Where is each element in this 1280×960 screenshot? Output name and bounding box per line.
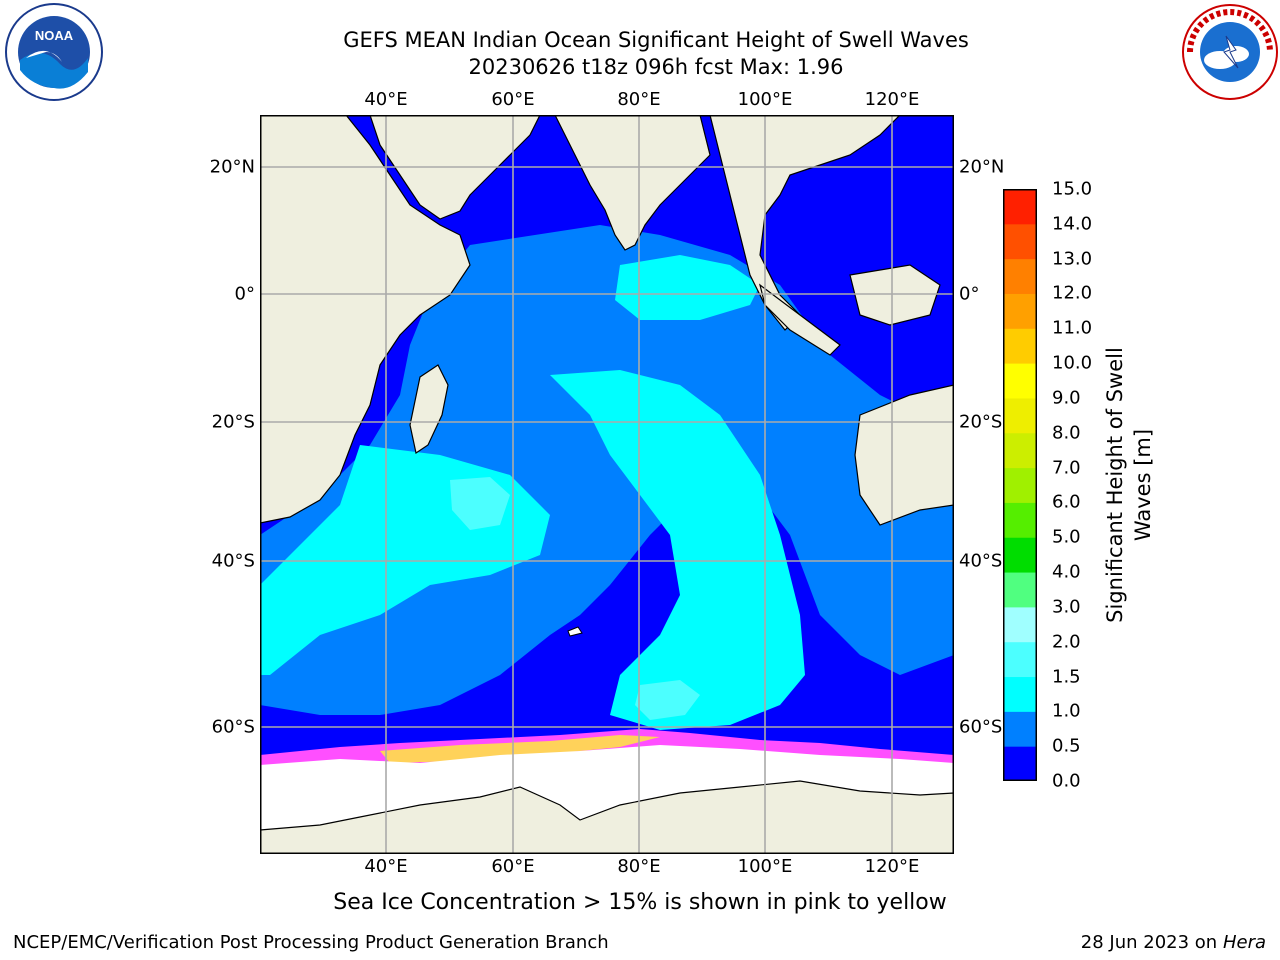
colorbar-band xyxy=(1003,223,1037,260)
chart-title: GEFS MEAN Indian Ocean Significant Heigh… xyxy=(343,28,969,52)
lat-label-right-40s: 40°S xyxy=(959,550,1003,572)
colorbar-band xyxy=(1003,641,1037,678)
lat-label-left-0: 0° xyxy=(234,283,255,305)
sea-ice-yellow xyxy=(380,735,660,763)
colorbar-band xyxy=(1003,397,1037,434)
colorbar-band xyxy=(1003,676,1037,712)
land-southeast-asia xyxy=(709,115,901,331)
lat-label-left-60s: 60°S xyxy=(211,716,255,738)
land-india xyxy=(554,115,711,251)
colorbar-tick-label: 15.0 xyxy=(1052,178,1093,200)
colorbar-title-line1: Significant Height of Swell xyxy=(1103,347,1127,623)
lat-label-right-0: 0° xyxy=(959,283,980,305)
swell-band-0-5 xyxy=(260,225,954,715)
colorbar-tick-label: 13.0 xyxy=(1052,248,1093,270)
lon-label-top-120e: 120°E xyxy=(864,89,920,110)
swell-band-1-5-south xyxy=(635,680,700,720)
colorbar-band xyxy=(1003,432,1037,469)
colorbar-band xyxy=(1003,502,1037,538)
colorbar-tick-label: 2.0 xyxy=(1052,631,1081,653)
swell-band-1-0-central xyxy=(550,370,805,730)
colorbar-title: Significant Height of Swell Waves [m] xyxy=(1101,285,1157,685)
colorbar-band xyxy=(1003,293,1037,329)
colorbar-title-line2: Waves [m] xyxy=(1131,428,1155,542)
lat-label-right-20s: 20°S xyxy=(959,411,1003,433)
lon-label-bottom-120e: 120°E xyxy=(864,856,920,877)
footer-system: Hera xyxy=(1222,932,1266,953)
colorbar-tick-label: 4.0 xyxy=(1052,561,1081,583)
colorbar-tick-label: 0.0 xyxy=(1052,770,1081,792)
colorbar-tick-label: 14.0 xyxy=(1052,213,1093,235)
lat-label-left-40s: 40°S xyxy=(211,550,255,572)
colorbar-tick-label: 6.0 xyxy=(1052,491,1081,513)
colorbar-tick-label: 3.0 xyxy=(1052,596,1081,618)
footer-branch: NCEP/EMC/Verification Post Processing Pr… xyxy=(13,932,609,953)
colorbar-tick-label: 10.0 xyxy=(1052,352,1093,374)
footer-date-text: 28 Jun 2023 on xyxy=(1080,932,1218,953)
land-australia xyxy=(854,384,954,526)
swell-band-1-0-north xyxy=(615,255,760,320)
swell-band-1-5-west xyxy=(450,477,510,530)
nws-logo xyxy=(1182,4,1278,100)
lon-label-bottom-80e: 80°E xyxy=(617,856,661,877)
colorbar-band xyxy=(1003,537,1037,573)
lon-label-top-40e: 40°E xyxy=(364,89,408,110)
colorbar-tick-label: 12.0 xyxy=(1052,282,1093,304)
noaa-logo-text: NOAA xyxy=(35,28,74,43)
lat-label-left-20n: 20°N xyxy=(209,156,255,178)
land-island xyxy=(567,626,583,637)
lon-label-bottom-60e: 60°E xyxy=(491,856,535,877)
colorbar-tick-label: 0.5 xyxy=(1052,735,1081,757)
colorbar-tick-label: 8.0 xyxy=(1052,422,1081,444)
colorbar-band xyxy=(1003,572,1037,608)
land-madagascar xyxy=(409,364,449,454)
colorbar-tick-label: 5.0 xyxy=(1052,526,1081,548)
lon-label-bottom-100e: 100°E xyxy=(737,856,793,877)
footer-date: 28 Jun 2023 on Hera xyxy=(1081,932,1266,953)
land-borneo xyxy=(849,264,941,326)
colorbar xyxy=(1003,189,1037,781)
sea-ice-caption: Sea Ice Concentration > 15% is shown in … xyxy=(333,890,947,915)
lon-label-top-100e: 100°E xyxy=(737,89,793,110)
colorbar-tick-label: 9.0 xyxy=(1052,387,1081,409)
lon-label-top-80e: 80°E xyxy=(617,89,661,110)
lat-label-right-60s: 60°S xyxy=(959,716,1003,738)
colorbar-band xyxy=(1003,363,1037,399)
colorbar-tick-label: 7.0 xyxy=(1052,457,1081,479)
colorbar-band xyxy=(1003,258,1037,294)
colorbar-band xyxy=(1003,328,1037,364)
lat-label-left-20s: 20°S xyxy=(211,411,255,433)
map-gridlines xyxy=(260,115,954,854)
land-africa xyxy=(260,115,471,524)
colorbar-frame xyxy=(1003,189,1037,781)
colorbar-tick-label: 1.0 xyxy=(1052,700,1081,722)
map-frame xyxy=(260,115,954,854)
swell-height-map xyxy=(260,115,954,854)
colorbar-band xyxy=(1003,746,1037,781)
lon-label-bottom-40e: 40°E xyxy=(364,856,408,877)
lon-label-top-60e: 60°E xyxy=(491,89,535,110)
colorbar-tick-label: 1.5 xyxy=(1052,666,1081,688)
noaa-logo: NOAA xyxy=(5,3,103,101)
lat-label-right-20n: 20°N xyxy=(959,156,1005,178)
colorbar-band xyxy=(1003,189,1037,225)
colorbar-band xyxy=(1003,467,1037,503)
colorbar-band xyxy=(1003,711,1037,747)
colorbar-tick-label: 11.0 xyxy=(1052,317,1093,339)
land-antarctica xyxy=(260,780,954,854)
chart-subtitle: 20230626 t18z 096h fcst Max: 1.96 xyxy=(468,55,844,79)
colorbar-band xyxy=(1003,606,1037,643)
